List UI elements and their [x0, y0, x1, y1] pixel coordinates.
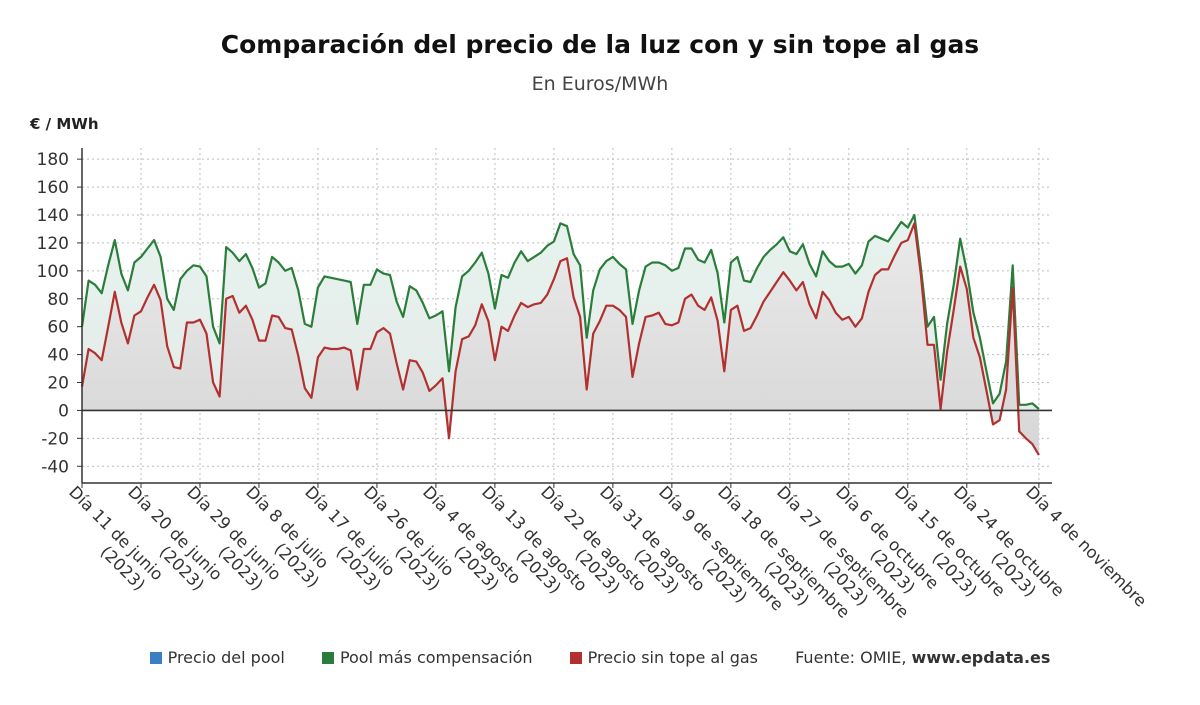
x-tick-labels: Día 11 de junio(2023)Día 20 de junio(202…: [65, 482, 1150, 622]
legend-item-pool[interactable]: Precio del pool: [149, 648, 285, 667]
y-tick-label: 100: [37, 262, 69, 282]
legend-item-sin-tope[interactable]: Precio sin tope al gas: [569, 648, 758, 667]
legend: Precio del pool Pool más compensación Pr…: [0, 648, 1200, 667]
y-tick-label: 140: [37, 206, 69, 226]
chart-subtitle: En Euros/MWh: [531, 73, 669, 95]
legend-swatch-pool: [149, 652, 162, 664]
source-site-link[interactable]: www.epdata.es: [911, 648, 1051, 667]
y-tick-label: 80: [47, 290, 69, 310]
y-axis-unit-label: € / MWh: [30, 115, 99, 133]
line-area-chart: 180 160 140 120 100 80 60 40 20 0 -20 -40 Día 11 de…: [37, 148, 1150, 622]
y-tick-label: -40: [41, 457, 69, 477]
source-prefix: Fuente: OMIE,: [795, 648, 912, 667]
source-credit: Fuente: OMIE, www.epdata.es: [795, 648, 1050, 667]
series-areas: [82, 215, 1039, 456]
x-tick-label: Día 4 de noviembre: [1022, 482, 1150, 610]
y-tick-label: 160: [37, 178, 69, 198]
legend-label-pool: Precio del pool: [167, 648, 285, 667]
y-tick-label: 20: [47, 374, 69, 394]
y-tick-label: 0: [58, 401, 69, 421]
legend-label-sin-tope: Precio sin tope al gas: [587, 648, 758, 667]
area-sin-tope: [82, 223, 1039, 456]
y-tick-labels: 180 160 140 120 100 80 60 40 20 0 -20 -40: [37, 150, 69, 477]
series-line-pool-compensacion: [80, 213, 1040, 410]
y-tick-label: -20: [41, 429, 69, 449]
y-tick-label: 40: [47, 346, 69, 366]
series-lines: [80, 213, 1040, 456]
legend-swatch-sin-tope: [569, 652, 582, 664]
y-tick-label: 120: [37, 234, 69, 254]
legend-label-pool-compensacion: Pool más compensación: [339, 648, 533, 667]
y-tick-label: 180: [37, 150, 69, 170]
axes: [77, 148, 1052, 488]
chart-title: Comparación del precio de la luz con y s…: [220, 30, 980, 59]
y-tick-label: 60: [47, 318, 69, 338]
legend-swatch-pool-compensacion: [321, 652, 334, 664]
series-line-sin-tope: [80, 222, 1040, 456]
legend-item-pool-compensacion[interactable]: Pool más compensación: [321, 648, 533, 667]
